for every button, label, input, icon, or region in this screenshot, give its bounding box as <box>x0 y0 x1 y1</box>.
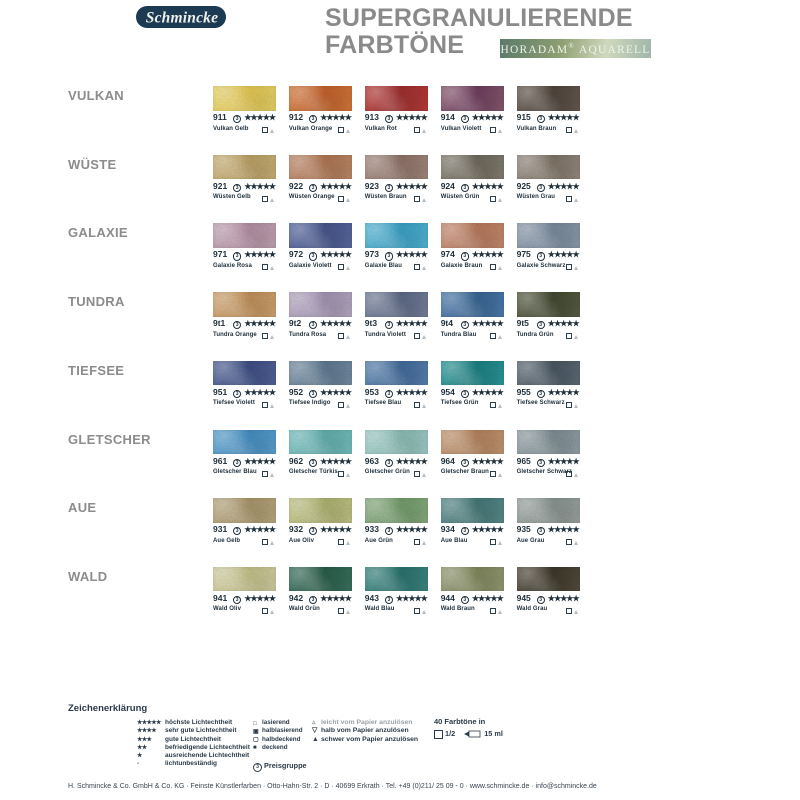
svg-text:Schmincke: Schmincke <box>146 10 218 27</box>
